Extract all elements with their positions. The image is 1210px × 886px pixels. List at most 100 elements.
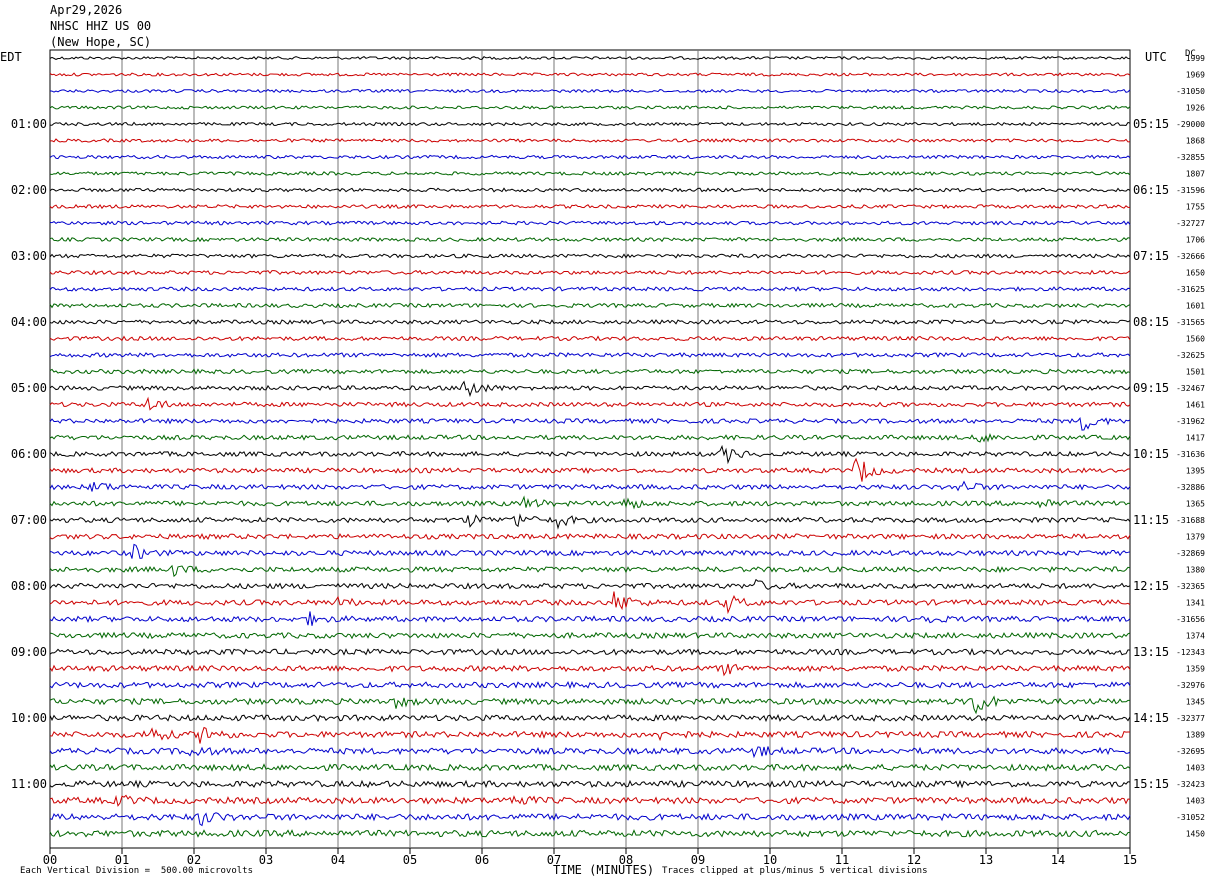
trace-line (49, 121, 1131, 127)
trace-line (49, 88, 1131, 94)
left-hour-label: 04:00 (11, 315, 47, 329)
dc-offset-label: 1365 (1186, 500, 1205, 509)
dc-offset-label: 1403 (1186, 797, 1205, 806)
right-hour-label: 10:15 (1133, 447, 1169, 461)
dc-column-title: DC (1185, 49, 1196, 59)
dc-offset-label: -32855 (1176, 153, 1205, 162)
left-hour-label: 10:00 (11, 711, 47, 725)
dc-offset-label: -31596 (1176, 186, 1205, 195)
dc-offset-label: -32365 (1176, 582, 1205, 591)
trace-line (49, 352, 1131, 359)
dc-offset-label: -32727 (1176, 219, 1205, 228)
dc-offset-label: 1755 (1186, 203, 1205, 212)
dc-offset-label: 1374 (1186, 632, 1205, 641)
trace-line (49, 236, 1131, 243)
trace-line (49, 138, 1131, 143)
dc-offset-label: 1379 (1186, 533, 1205, 542)
x-tick-label: 10 (763, 853, 777, 867)
trace-line (49, 714, 1131, 723)
trace-line (49, 680, 1131, 690)
trace-line (49, 380, 1131, 398)
dc-offset-label: 1359 (1186, 665, 1205, 674)
dc-offset-label: 1417 (1186, 434, 1205, 443)
dc-offset-label: -31688 (1176, 516, 1205, 525)
left-hour-label: 01:00 (11, 117, 47, 131)
right-hour-label: 05:15 (1133, 117, 1169, 131)
trace-line (49, 532, 1131, 541)
dc-offset-label: 1450 (1186, 830, 1205, 839)
x-tick-label: 11 (835, 853, 849, 867)
x-tick-label: 01 (115, 853, 129, 867)
trace-line (49, 647, 1131, 656)
dc-offset-label: 1807 (1186, 170, 1205, 179)
x-tick-label: 04 (331, 853, 345, 867)
trace-line (49, 631, 1131, 640)
dc-offset-label: 1380 (1186, 566, 1205, 575)
dc-offset-label: 1601 (1186, 302, 1205, 311)
trace-line (49, 794, 1131, 807)
station-location: (New Hope, SC) (50, 35, 152, 49)
trace-line (49, 319, 1131, 325)
x-tick-label: 15 (1123, 853, 1137, 867)
right-hour-label: 11:15 (1133, 513, 1169, 527)
dc-offset-label: 1395 (1186, 467, 1205, 476)
trace-line (49, 416, 1131, 431)
x-axis-title: TIME (MINUTES) (553, 863, 655, 877)
trace-line (49, 480, 1131, 492)
x-tick-label: 09 (691, 853, 705, 867)
x-tick-label: 07 (547, 853, 561, 867)
trace-line (49, 611, 1131, 626)
trace-line (49, 591, 1131, 615)
right-hour-label: 15:15 (1133, 777, 1169, 791)
trace-line (49, 171, 1131, 176)
x-tick-label: 00 (43, 853, 57, 867)
dc-offset-label: -31625 (1176, 285, 1205, 294)
right-hour-label: 14:15 (1133, 711, 1169, 725)
trace-line (49, 812, 1131, 827)
trace-line (49, 220, 1131, 226)
trace-line (49, 105, 1131, 110)
right-hour-label: 07:15 (1133, 249, 1169, 263)
right-hour-label: 12:15 (1133, 579, 1169, 593)
x-tick-label: 14 (1051, 853, 1065, 867)
dc-offset-label: 1969 (1186, 71, 1205, 80)
x-tick-label: 13 (979, 853, 993, 867)
left-hour-label: 05:00 (11, 381, 47, 395)
dc-offset-label: -32423 (1176, 780, 1205, 789)
dc-offset-label: 1926 (1186, 104, 1205, 113)
plot-date: Apr29,2026 (50, 3, 123, 17)
dc-offset-label: 1706 (1186, 236, 1205, 245)
dc-offset-label: -31050 (1176, 87, 1205, 96)
dc-offset-label: 1389 (1186, 731, 1205, 740)
trace-line (49, 444, 1131, 465)
trace-line (49, 829, 1131, 838)
trace-line (49, 368, 1131, 375)
dc-offset-label: -32869 (1176, 549, 1205, 558)
trace-line (49, 302, 1131, 309)
right-hour-label: 13:15 (1133, 645, 1169, 659)
dc-offset-label: -29000 (1176, 120, 1205, 129)
dc-offset-label: 1650 (1186, 269, 1205, 278)
left-hour-label: 03:00 (11, 249, 47, 263)
plot-frame (49, 49, 1131, 849)
trace-line (49, 154, 1131, 160)
x-tick-label: 02 (187, 853, 201, 867)
trace-line (49, 543, 1131, 559)
trace-line (49, 55, 1131, 61)
left-hour-label: 09:00 (11, 645, 47, 659)
trace-line (49, 457, 1131, 482)
dc-offset-label: -31565 (1176, 318, 1205, 327)
dc-offset-label: -31962 (1176, 417, 1205, 426)
clip-note: Traces clipped at plus/minus 5 vertical … (662, 866, 928, 876)
x-tick-label: 06 (475, 853, 489, 867)
dc-offset-label: 1403 (1186, 764, 1205, 773)
dc-offset-label: -32666 (1176, 252, 1205, 261)
dc-offset-label: -31656 (1176, 615, 1205, 624)
trace-line (49, 286, 1131, 292)
dc-offset-label: 1461 (1186, 401, 1205, 410)
dc-offset-label: -12343 (1176, 648, 1205, 657)
right-hour-label: 06:15 (1133, 183, 1169, 197)
trace-line (49, 663, 1131, 677)
trace-line (49, 779, 1131, 789)
